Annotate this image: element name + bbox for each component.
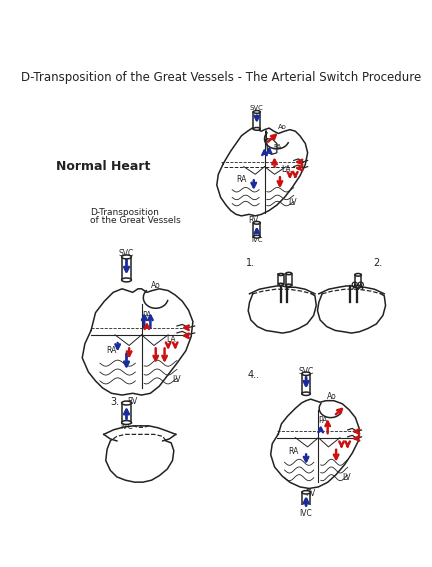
Text: RV: RV: [305, 489, 316, 498]
Ellipse shape: [122, 421, 131, 425]
Bar: [122, 403, 131, 422]
Ellipse shape: [302, 392, 310, 395]
Text: Ao: Ao: [151, 281, 161, 290]
Text: D-Transposition: D-Transposition: [90, 208, 159, 217]
Ellipse shape: [286, 284, 292, 286]
Text: SVC: SVC: [299, 367, 314, 376]
Ellipse shape: [302, 372, 310, 375]
Text: SVC: SVC: [250, 105, 264, 111]
Ellipse shape: [302, 490, 310, 494]
Text: LA: LA: [166, 335, 175, 344]
Ellipse shape: [253, 235, 260, 238]
Text: RV: RV: [127, 397, 138, 406]
Ellipse shape: [253, 111, 260, 113]
Ellipse shape: [253, 222, 260, 224]
Bar: [253, 223, 260, 236]
Ellipse shape: [278, 273, 283, 276]
Ellipse shape: [122, 401, 131, 405]
Bar: [302, 492, 310, 509]
Text: RA: RA: [236, 175, 247, 184]
Text: LV: LV: [173, 375, 181, 384]
Text: PA: PA: [274, 143, 282, 150]
Bar: [253, 112, 260, 129]
Text: IVC: IVC: [300, 509, 312, 518]
Text: Ao: Ao: [327, 392, 337, 400]
Bar: [286, 273, 292, 285]
Ellipse shape: [278, 284, 283, 285]
Ellipse shape: [122, 278, 131, 282]
Text: PA: PA: [142, 311, 152, 320]
Bar: [302, 374, 310, 393]
Text: 2.: 2.: [373, 258, 382, 268]
Text: IVC: IVC: [120, 422, 133, 431]
Text: IVC: IVC: [251, 237, 263, 243]
Text: RA: RA: [289, 447, 299, 456]
Text: 4..: 4..: [248, 370, 260, 379]
Bar: [122, 257, 131, 280]
Text: RA: RA: [106, 346, 117, 356]
Text: LV: LV: [342, 473, 350, 482]
Text: D-Transposition of the Great Vessels - The Arterial Switch Procedure: D-Transposition of the Great Vessels - T…: [21, 71, 422, 84]
Ellipse shape: [253, 128, 260, 130]
Ellipse shape: [355, 285, 361, 288]
Text: PA: PA: [318, 416, 328, 425]
Ellipse shape: [122, 255, 131, 259]
Text: of the Great Vessels: of the Great Vessels: [90, 216, 181, 225]
Text: SVC: SVC: [119, 249, 134, 258]
Text: RV: RV: [248, 216, 259, 225]
Bar: [278, 274, 283, 284]
Text: 1.: 1.: [246, 258, 255, 268]
Text: Ao: Ao: [278, 124, 287, 130]
Ellipse shape: [302, 507, 310, 511]
Text: Normal Heart: Normal Heart: [56, 160, 150, 173]
Text: LV: LV: [288, 198, 296, 208]
Bar: [355, 275, 361, 286]
Ellipse shape: [355, 273, 361, 276]
Text: 3.: 3.: [110, 397, 120, 407]
Text: LA: LA: [281, 165, 291, 174]
Ellipse shape: [286, 272, 292, 274]
